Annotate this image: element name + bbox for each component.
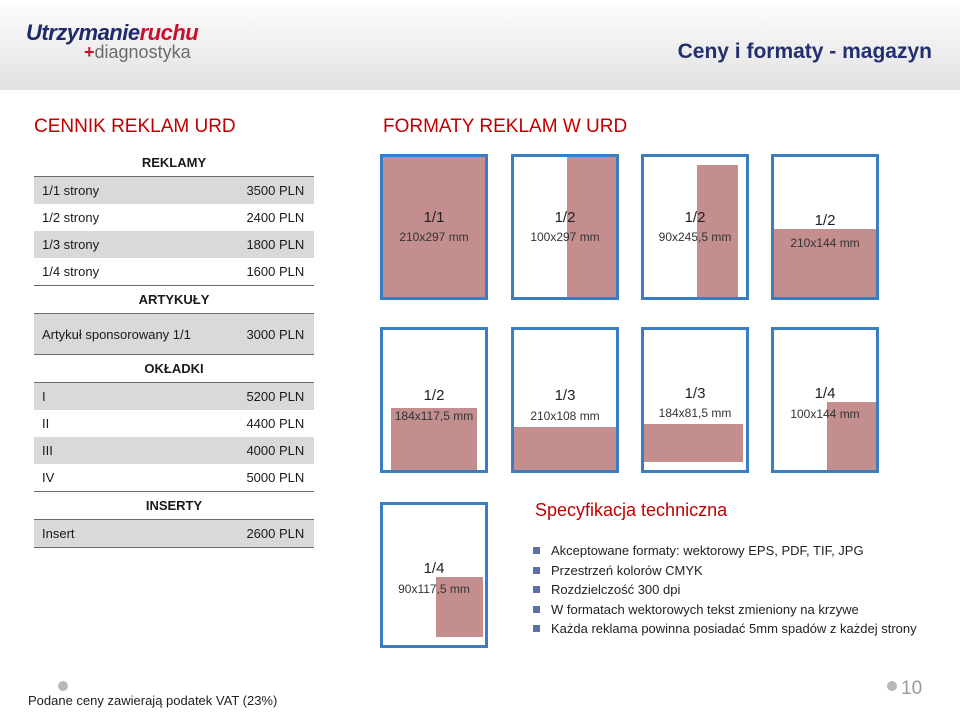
price-label: IV (34, 464, 207, 492)
formats-title: FORMATY REKLAM W URD (383, 116, 628, 137)
spec-item: Przestrzeń kolorów CMYK (531, 561, 931, 581)
ad-area-fill (383, 157, 485, 297)
price-value: 2400 PLN (206, 204, 314, 231)
section-heading: ARTYKUŁY (34, 285, 314, 314)
format-fraction: 1/4 (814, 385, 836, 402)
format-fraction: 1/2 (423, 387, 445, 404)
price-label: 1/2 strony (34, 204, 207, 231)
format-card-1-2-vertical: 1/2 100x297 mm (511, 154, 619, 300)
ad-area-fill (697, 165, 738, 297)
format-size: 210x108 mm (530, 409, 600, 423)
format-card-1-1: 1/1 210x297 mm (380, 154, 488, 300)
square-bullet-icon (533, 625, 540, 632)
format-fraction: 1/2 (684, 209, 706, 226)
format-size: 90x117,5 mm (398, 582, 470, 596)
spec-item: Każda reklama powinna posiadać 5mm spadó… (531, 619, 931, 639)
format-size: 210x297 mm (399, 230, 469, 244)
price-value: 1600 PLN (206, 258, 314, 286)
format-size: 100x144 mm (790, 407, 860, 421)
vat-note: Podane ceny zawierają podatek VAT (23%) (28, 693, 278, 708)
format-card-1-3-boxed: 1/3 184x81,5 mm (641, 327, 749, 473)
page-title: Ceny i formaty - magazyn (677, 40, 932, 63)
format-card-1-2-boxed: 1/2 184x117,5 mm (380, 327, 488, 473)
page-number: 10 (901, 678, 923, 699)
section-heading: REKLAMY (34, 149, 314, 177)
square-bullet-icon (533, 605, 540, 613)
spec-item: Akceptowane formaty: wektorowy EPS, PDF,… (531, 541, 931, 561)
format-size: 184x81,5 mm (658, 406, 732, 420)
format-fraction: 1/4 (423, 560, 445, 577)
logo-subtitle: +diagnostyka (84, 42, 191, 62)
ad-area-fill (436, 577, 483, 637)
section-heading: OKŁADKI (34, 354, 314, 383)
price-label: II (34, 410, 207, 437)
format-card-1-2-narrow: 1/2 90x245,5 mm (641, 154, 749, 300)
price-list-title: CENNIK REKLAM URD (34, 116, 236, 137)
square-bullet-icon (533, 566, 540, 574)
decorative-dot-icon (887, 681, 897, 691)
format-fraction: 1/3 (554, 387, 576, 404)
format-size: 100x297 mm (530, 230, 600, 244)
ad-area-fill (567, 157, 616, 297)
spec-item: W formatach wektorowych tekst zmieniony … (531, 600, 931, 620)
format-size: 210x144 mm (790, 236, 860, 250)
format-fraction: 1/2 (814, 212, 836, 229)
format-card-1-2-horizontal: 1/2 210x144 mm (771, 154, 879, 300)
price-label: 1/1 strony (34, 176, 207, 204)
ad-area-fill (774, 229, 876, 297)
price-table: REKLAMY 1/1 strony 3500 PLN 1/2 strony 240… (34, 149, 314, 548)
spec-title: Specyfikacja techniczna (535, 500, 728, 520)
format-size: 90x245,5 mm (658, 230, 732, 244)
price-value: 3500 PLN (206, 176, 314, 204)
ad-area-fill (391, 408, 477, 470)
format-card-1-4-boxed: 1/4 90x117,5 mm (380, 502, 488, 648)
spec-item: Rozdzielczość 300 dpi (531, 580, 931, 600)
header-bar: Utrzymanieruchu +diagnostyka Ceny i form… (0, 0, 960, 90)
price-value: 1800 PLN (206, 231, 314, 258)
format-fraction: 1/1 (423, 209, 445, 226)
section-heading: INSERTY (34, 491, 314, 520)
format-card-1-3-full-width: 1/3 210x108 mm (511, 327, 619, 473)
square-bullet-icon (533, 586, 540, 593)
price-label: Artykuł sponsorowany 1/1 (34, 313, 207, 355)
price-value: 5200 PLN (206, 382, 314, 410)
price-label: I (34, 382, 207, 410)
format-fraction: 1/2 (554, 209, 576, 226)
square-bullet-icon (533, 547, 540, 554)
ad-area-fill (644, 424, 743, 462)
price-label: III (34, 437, 207, 464)
price-value: 3000 PLN (206, 313, 314, 355)
format-size: 184x117,5 mm (394, 409, 474, 423)
price-value: 2600 PLN (206, 519, 314, 548)
decorative-dot-icon (58, 681, 68, 691)
brand-logo[interactable]: Utrzymanieruchu +diagnostyka (26, 20, 226, 68)
price-value: 4000 PLN (206, 437, 314, 464)
spec-list: Akceptowane formaty: wektorowy EPS, PDF,… (531, 541, 931, 639)
format-card-1-4: 1/4 100x144 mm (771, 327, 879, 473)
ad-area-fill (827, 402, 876, 470)
price-label: Insert (34, 519, 207, 548)
format-fraction: 1/3 (684, 385, 706, 402)
price-label: 1/3 strony (34, 231, 207, 258)
price-label: 1/4 strony (34, 258, 207, 286)
logo-wordmark: Utrzymanieruchu (26, 20, 199, 45)
ad-area-fill (514, 427, 616, 470)
price-value: 5000 PLN (206, 464, 314, 492)
price-value: 4400 PLN (206, 410, 314, 437)
